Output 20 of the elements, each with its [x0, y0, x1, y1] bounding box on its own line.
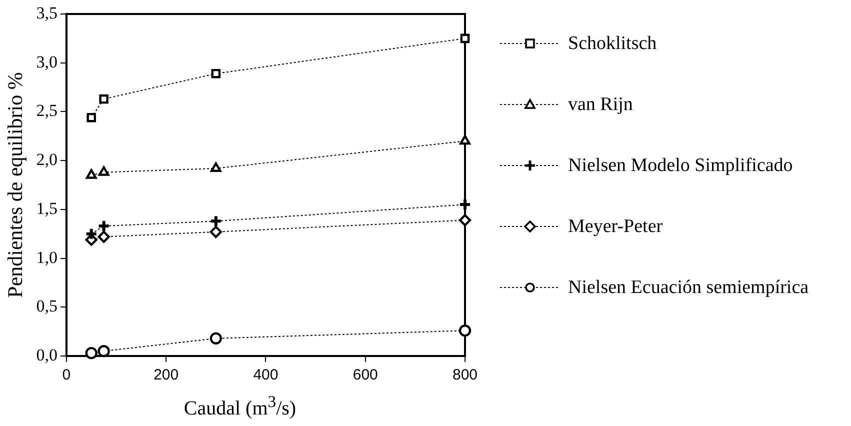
x-tick-label: 0 [62, 366, 71, 384]
legend-label: Schoklitsch [568, 32, 658, 56]
x-tick-label: 400 [253, 366, 278, 384]
y-tick-label: 0,5 [36, 296, 58, 316]
y-tick-label: 3,5 [36, 3, 58, 22]
y-axis-title: Pendientes de equilibrio % [3, 72, 28, 298]
x-tick-label: 600 [352, 366, 378, 384]
legend-label: Nielsen Ecuación semiempírica [568, 276, 810, 300]
legend-label: van Rijn [568, 93, 634, 117]
x-axis-title: Caudal (m$^{3}$/s) [182, 392, 298, 421]
x-tick-label: 800 [452, 366, 478, 384]
y-tick-label: 1,5 [36, 198, 58, 218]
legend-label: Meyer-Peter [568, 215, 664, 239]
y-tick-label: 1,0 [36, 248, 58, 267]
y-tick-label: 3,0 [36, 52, 58, 72]
y-tick-label: 2,5 [36, 101, 58, 120]
legend-label: Nielsen Modelo Simplificado [568, 154, 794, 178]
y-tick-label: 2,0 [36, 150, 58, 170]
y-tick-label: 0,0 [36, 345, 58, 364]
x-tick-label: 200 [154, 366, 179, 384]
